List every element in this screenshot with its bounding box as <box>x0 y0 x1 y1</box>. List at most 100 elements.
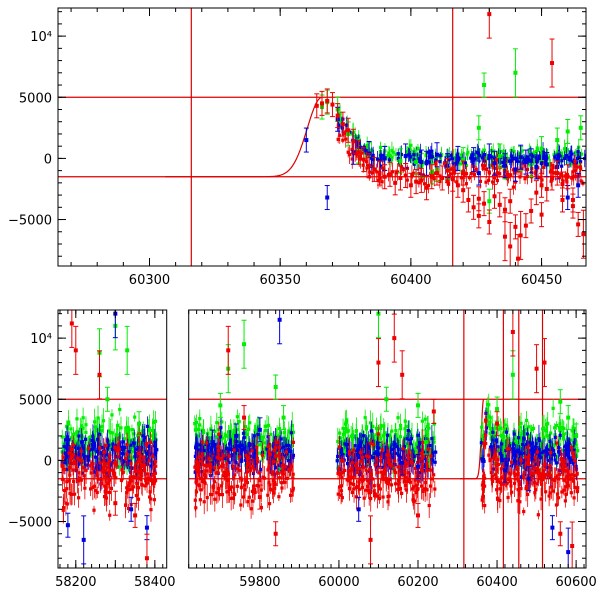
data-point <box>151 455 154 458</box>
data-point <box>76 479 79 482</box>
data-point <box>108 491 111 494</box>
data-point-green <box>579 126 583 130</box>
data-point-red <box>581 232 585 236</box>
data-point <box>123 437 126 440</box>
data-point <box>541 427 544 430</box>
data-point-red <box>477 214 481 218</box>
data-point <box>475 168 478 171</box>
data-point-red <box>404 174 408 178</box>
data-point <box>343 442 346 445</box>
data-point-red <box>320 101 324 105</box>
data-point <box>285 444 288 447</box>
data-point <box>523 437 526 440</box>
data-point <box>358 442 361 445</box>
data-point <box>546 448 549 451</box>
data-point <box>496 171 499 174</box>
data-point <box>138 432 141 435</box>
data-point-red <box>560 182 564 186</box>
data-point <box>545 429 548 432</box>
data-point-red <box>445 169 449 173</box>
data-point-green <box>566 129 570 133</box>
data-point-blue <box>435 153 439 157</box>
data-point <box>392 151 395 154</box>
data-point <box>129 462 132 465</box>
data-point-red <box>346 128 350 132</box>
data-point <box>140 448 143 451</box>
data-point <box>260 438 263 441</box>
data-point <box>72 453 75 456</box>
data-point-red <box>357 150 361 154</box>
data-point <box>114 476 117 479</box>
data-point <box>512 185 515 188</box>
data-point-blue <box>566 196 570 200</box>
data-point-blue <box>513 167 517 171</box>
data-point <box>129 444 132 447</box>
y-tick-label: 0 <box>44 152 52 167</box>
data-point <box>132 432 135 435</box>
data-point <box>112 472 115 475</box>
data-point <box>379 427 382 430</box>
data-point <box>534 445 537 448</box>
data-point <box>132 485 135 488</box>
data-point-red <box>383 175 387 179</box>
data-point <box>418 441 421 444</box>
data-point <box>388 158 391 161</box>
data-point <box>75 417 78 420</box>
data-point <box>127 434 130 437</box>
data-point-blue <box>529 159 533 163</box>
data-point-green <box>398 159 402 163</box>
data-point-blue <box>404 154 408 158</box>
data-point <box>243 436 246 439</box>
data-point-red <box>461 171 465 175</box>
data-point <box>76 457 79 460</box>
data-point-red <box>315 104 319 108</box>
data-point <box>62 506 65 509</box>
data-point <box>83 474 86 477</box>
data-point-red <box>516 257 520 261</box>
data-point-red <box>550 176 554 180</box>
data-point <box>362 434 365 437</box>
x-tick-label: 60300 <box>129 273 170 288</box>
data-point-red <box>566 175 570 179</box>
data-point-red <box>398 176 402 180</box>
data-point <box>243 447 246 450</box>
data-point <box>85 469 88 472</box>
data-point <box>434 461 437 464</box>
data-point-red <box>482 202 486 206</box>
data-point-red <box>367 164 371 168</box>
data-point <box>495 438 498 441</box>
data-point <box>83 487 86 490</box>
data-point <box>219 426 222 429</box>
data-point <box>242 432 245 435</box>
data-point-red <box>325 99 329 103</box>
data-point <box>518 175 521 178</box>
data-point <box>234 460 237 463</box>
data-point <box>573 441 576 444</box>
data-point <box>87 447 90 450</box>
data-point <box>470 172 473 175</box>
data-point-red <box>362 158 366 162</box>
data-point <box>149 441 152 444</box>
data-point <box>118 408 121 411</box>
data-point <box>373 452 376 455</box>
x-tick-label: 60400 <box>390 273 431 288</box>
data-point <box>134 470 137 473</box>
data-point-red <box>440 176 444 180</box>
data-point <box>574 175 577 178</box>
data-point <box>347 151 350 154</box>
data-point <box>347 457 350 460</box>
data-point-blue <box>304 138 308 142</box>
data-point <box>517 436 520 439</box>
data-point <box>80 441 83 444</box>
data-point <box>63 461 66 464</box>
data-point <box>72 443 75 446</box>
data-point <box>478 154 481 157</box>
data-point <box>466 151 469 154</box>
data-point <box>518 426 521 429</box>
data-point <box>372 154 375 157</box>
data-point <box>516 449 519 452</box>
data-point-green <box>487 199 491 203</box>
data-point <box>89 464 92 467</box>
data-point-green <box>482 83 486 87</box>
